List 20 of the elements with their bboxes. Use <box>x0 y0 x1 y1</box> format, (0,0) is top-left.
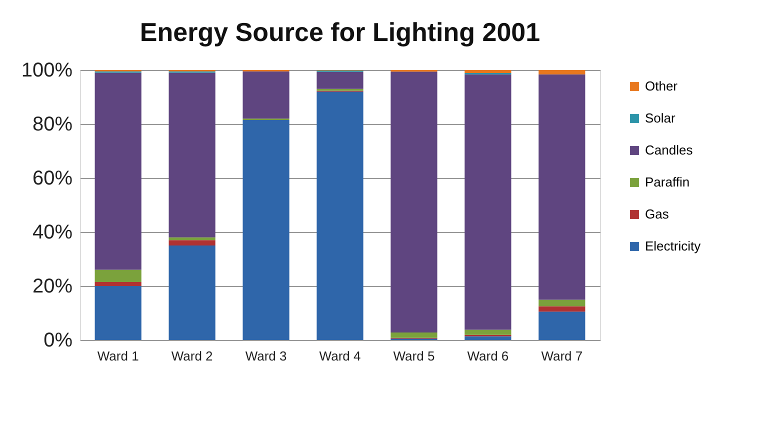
legend-label: Paraffin <box>645 174 690 190</box>
legend-label: Electricity <box>645 238 702 254</box>
y-tick-label: 0% <box>44 330 73 352</box>
x-tick-label: Ward 5 <box>393 348 435 364</box>
x-tick-label: Ward 1 <box>97 348 139 364</box>
y-tick-label: 20% <box>32 276 73 298</box>
legend-label: Solar <box>645 110 676 126</box>
x-tick-label: Ward 2 <box>171 348 213 364</box>
legend-label: Gas <box>645 206 670 222</box>
y-tick-label: 40% <box>32 222 73 244</box>
legend-label: Candles <box>645 142 694 158</box>
x-tick-label: Ward 4 <box>319 348 361 364</box>
legend-label: Other <box>645 78 678 94</box>
chart-title: Energy Source for Lighting 2001 <box>140 17 540 47</box>
y-tick-label: 100% <box>21 60 73 82</box>
x-tick-label: Ward 3 <box>245 348 287 364</box>
y-tick-label: 60% <box>32 168 73 190</box>
y-tick-label: 80% <box>32 114 73 136</box>
x-tick-label: Ward 7 <box>541 348 583 364</box>
x-tick-label: Ward 6 <box>467 348 509 364</box>
